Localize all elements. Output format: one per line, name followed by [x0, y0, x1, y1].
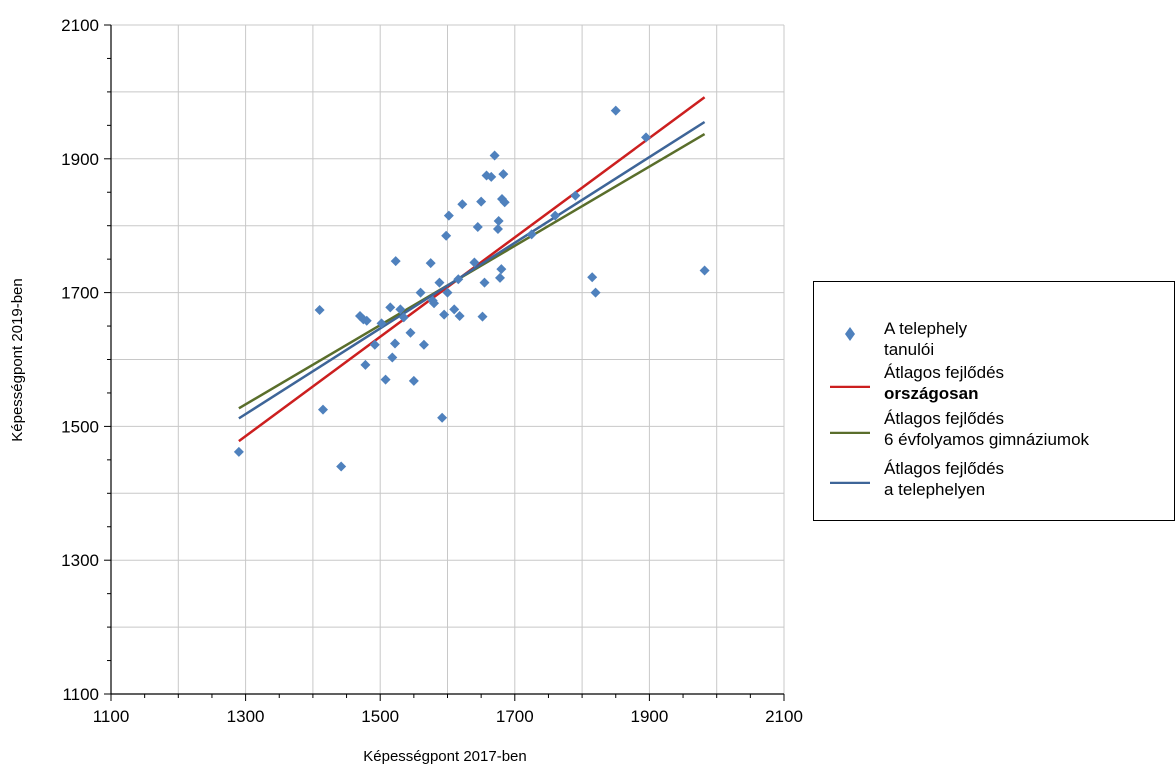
data-points: [234, 106, 710, 472]
data-point: [390, 338, 400, 348]
legend-label-line2: a telephelyen: [884, 479, 1004, 500]
x-tick-label: 2100: [765, 707, 803, 726]
data-point: [498, 169, 508, 179]
red-line-icon: [828, 368, 872, 388]
legend-label-line2: tanulói: [884, 339, 967, 360]
data-point: [611, 106, 621, 116]
data-point: [455, 311, 465, 321]
legend: A telephely tanulói Átlagos fejlődés ors…: [813, 281, 1175, 521]
data-point: [457, 199, 467, 209]
data-point: [570, 191, 580, 201]
data-point: [476, 197, 486, 207]
data-point: [419, 340, 429, 350]
data-point: [477, 312, 487, 322]
y-tick-label: 1300: [61, 551, 99, 570]
data-point: [700, 266, 710, 276]
legend-item-site: Átlagos fejlődés a telephelyen: [814, 458, 1174, 506]
data-point: [434, 278, 444, 288]
data-point: [495, 273, 505, 283]
data-point: [391, 256, 401, 266]
legend-item-gymnasium: Átlagos fejlődés 6 évfolyamos gimnáziumo…: [814, 408, 1174, 456]
data-point: [591, 288, 601, 298]
data-point: [234, 447, 244, 457]
legend-label-line1: Átlagos fejlődés: [884, 362, 1004, 383]
y-tick-label: 1100: [62, 685, 99, 704]
data-point: [480, 278, 490, 288]
data-point: [315, 305, 325, 315]
y-tick-label: 1700: [61, 284, 99, 303]
data-point: [441, 231, 451, 241]
diamond-marker-icon: [828, 324, 872, 344]
legend-item-students: A telephely tanulói: [814, 318, 1174, 366]
data-point: [416, 288, 426, 298]
y-tick-label: 1500: [61, 417, 99, 436]
axes: 1100 1300 1500 1700 1900 2100 1100 1300 1500 1700…: [61, 16, 803, 726]
data-point: [387, 352, 397, 362]
x-tick-label: 1500: [361, 707, 399, 726]
x-tick-label: 1100: [93, 707, 130, 726]
grid: [111, 25, 784, 694]
y-tick-label: 2100: [61, 16, 99, 35]
x-tick-label: 1900: [630, 707, 668, 726]
y-axis-title: Képességpont 2019-ben: [9, 278, 26, 441]
data-point: [385, 302, 395, 312]
data-point: [444, 211, 454, 221]
legend-label-line1: A telephely: [884, 318, 967, 339]
green-line-icon: [828, 414, 872, 434]
data-point: [494, 216, 504, 226]
data-point: [381, 375, 391, 385]
data-point: [496, 264, 506, 274]
data-point: [409, 376, 419, 386]
x-tick-label: 1700: [496, 707, 534, 726]
data-point: [405, 328, 415, 338]
legend-label-line2: országosan: [884, 383, 1004, 404]
legend-label-line1: Átlagos fejlődés: [884, 408, 1089, 429]
trend-line: [239, 122, 705, 418]
data-point: [426, 258, 436, 268]
x-axis-title: Képességpont 2017-ben: [363, 748, 526, 765]
legend-item-national: Átlagos fejlődés országosan: [814, 362, 1174, 410]
data-point: [473, 222, 483, 232]
data-point: [318, 405, 328, 415]
data-point: [360, 360, 370, 370]
y-tick-label: 1900: [61, 150, 99, 169]
data-point: [336, 462, 346, 472]
blue-line-icon: [828, 464, 872, 484]
legend-label-line2: 6 évfolyamos gimnáziumok: [884, 429, 1089, 450]
data-point: [370, 340, 380, 350]
x-tick-label: 1300: [227, 707, 265, 726]
data-point: [449, 304, 459, 314]
data-point: [437, 413, 447, 423]
legend-label-line1: Átlagos fejlődés: [884, 458, 1004, 479]
data-point: [587, 272, 597, 282]
trend-lines: [239, 97, 705, 441]
